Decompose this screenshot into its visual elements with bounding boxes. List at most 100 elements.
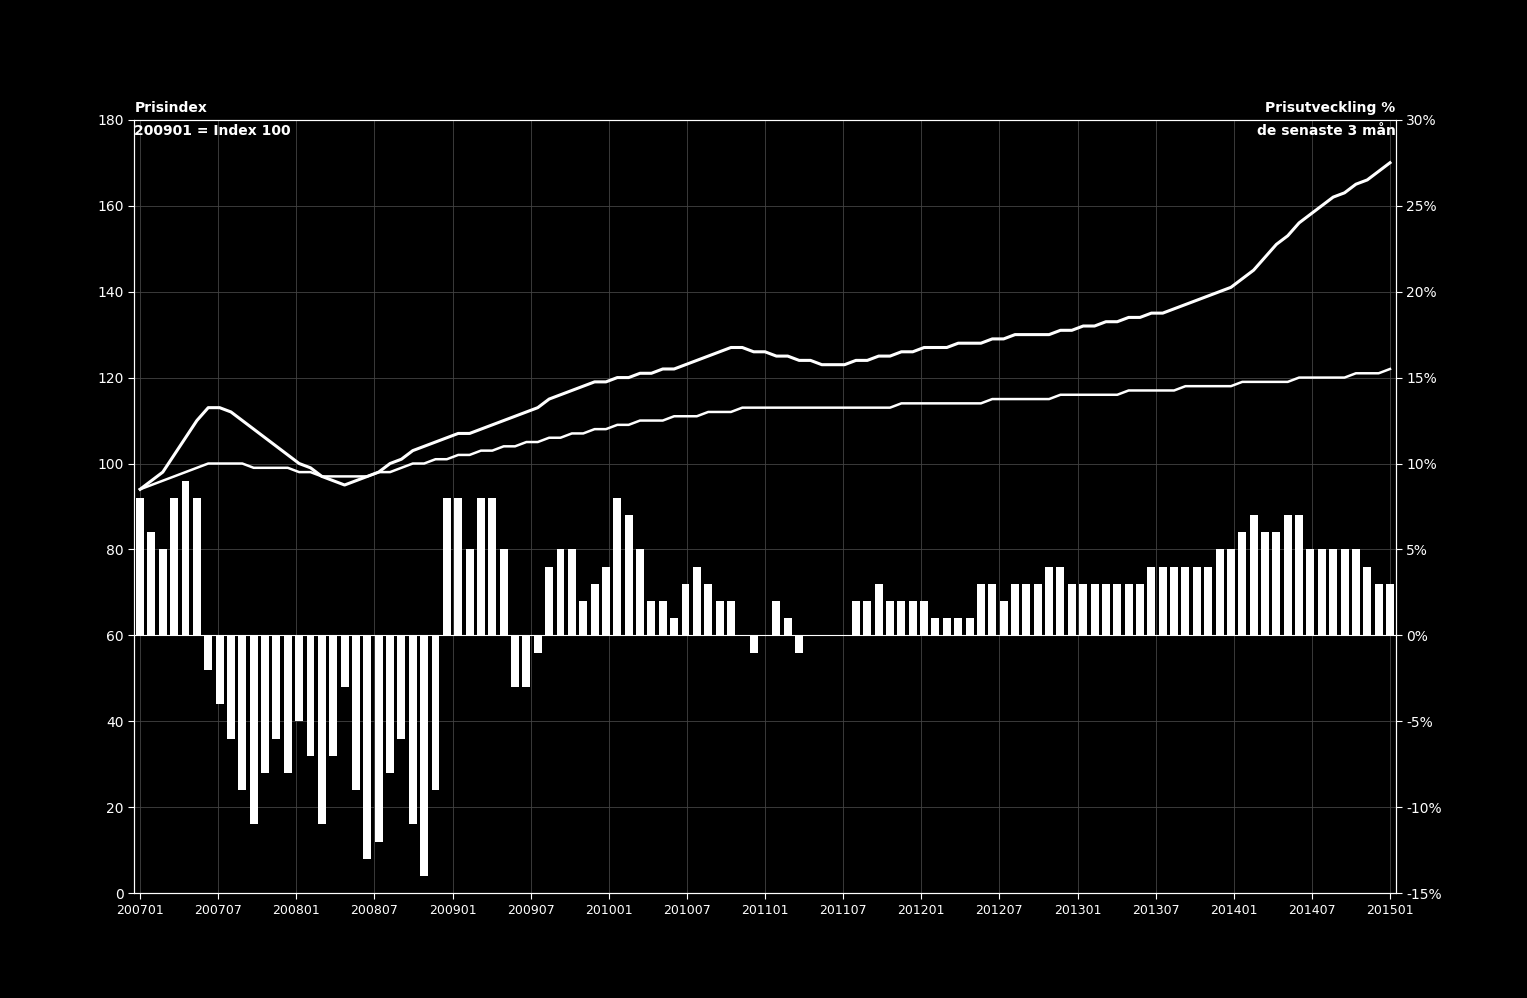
Bar [250, 636, 258, 824]
Bar [556, 550, 565, 636]
Bar [727, 601, 734, 636]
Bar [341, 636, 348, 687]
Bar [1364, 567, 1371, 636]
Bar [136, 498, 144, 636]
Bar [1136, 584, 1144, 636]
Bar [681, 584, 690, 636]
Bar [272, 636, 281, 739]
Bar [942, 618, 951, 636]
Bar [1205, 567, 1212, 636]
Bar [931, 618, 939, 636]
Text: BOSTADSRÄTTSPRISERNA HAR UTVECKLATS POSITIVT UNDER DE SENASTE 12 MÅNADERNA (+14%: BOSTADSRÄTTSPRISERNA HAR UTVECKLATS POSI… [279, 59, 1251, 79]
Bar [863, 601, 872, 636]
Bar [1170, 567, 1177, 636]
Bar [522, 636, 530, 687]
Bar [1090, 584, 1098, 636]
Bar [1318, 550, 1325, 636]
Bar [773, 601, 780, 636]
Bar [614, 498, 621, 636]
Bar [228, 636, 235, 739]
Bar [909, 601, 916, 636]
Bar [1238, 532, 1246, 636]
Bar [284, 636, 292, 772]
Bar [579, 601, 588, 636]
Bar [169, 498, 179, 636]
Bar [307, 636, 315, 755]
Bar [568, 550, 576, 636]
Bar [1307, 550, 1315, 636]
Bar [921, 601, 928, 636]
Bar [796, 636, 803, 653]
Bar [182, 481, 189, 636]
Bar [716, 601, 724, 636]
Bar [205, 636, 212, 670]
Bar [898, 601, 906, 636]
Bar [1147, 567, 1156, 636]
Bar [1193, 567, 1200, 636]
Bar [353, 636, 360, 790]
Bar [499, 550, 507, 636]
Text: de senaste 3 mån: de senaste 3 mån [1257, 124, 1396, 138]
Text: Prisindex: Prisindex [134, 101, 208, 115]
Bar [295, 636, 304, 722]
Bar [1102, 584, 1110, 636]
Bar [330, 636, 337, 755]
Bar [374, 636, 383, 841]
Text: 200901 = Index 100: 200901 = Index 100 [134, 124, 292, 138]
Bar [534, 636, 542, 653]
Bar [625, 515, 632, 636]
Bar [1284, 515, 1292, 636]
Bar [1387, 584, 1394, 636]
Bar [545, 567, 553, 636]
Bar [783, 618, 791, 636]
Bar [637, 550, 644, 636]
Bar [954, 618, 962, 636]
Bar [852, 601, 860, 636]
Bar [875, 584, 883, 636]
Bar [1080, 584, 1087, 636]
Bar [1044, 567, 1054, 636]
Bar [1215, 550, 1223, 636]
Bar [1057, 567, 1064, 636]
Bar [466, 550, 473, 636]
Bar [192, 498, 202, 636]
Bar [1374, 584, 1382, 636]
Bar [318, 636, 325, 824]
Bar [1034, 584, 1041, 636]
Bar [1295, 515, 1303, 636]
Bar [432, 636, 440, 790]
Bar [1023, 584, 1031, 636]
Bar [159, 550, 166, 636]
Bar [1226, 550, 1235, 636]
Bar [238, 636, 246, 790]
Bar [1351, 550, 1361, 636]
Bar [1067, 584, 1077, 636]
Bar [397, 636, 405, 739]
Text: Prisutveckling %: Prisutveckling % [1266, 101, 1396, 115]
Bar [977, 584, 985, 636]
Bar [988, 584, 996, 636]
Bar [1341, 550, 1348, 636]
Bar [148, 532, 156, 636]
Bar [489, 498, 496, 636]
Bar [215, 636, 223, 705]
Bar [1011, 584, 1019, 636]
Bar [591, 584, 599, 636]
Bar [386, 636, 394, 772]
Bar [647, 601, 655, 636]
Bar [670, 618, 678, 636]
Bar [750, 636, 757, 653]
Bar [1261, 532, 1269, 636]
Bar [261, 636, 269, 772]
Bar [658, 601, 667, 636]
Bar [704, 584, 712, 636]
Bar [1113, 584, 1121, 636]
Bar [1159, 567, 1167, 636]
Bar [602, 567, 609, 636]
Bar [409, 636, 417, 824]
Bar [886, 601, 893, 636]
Bar [1249, 515, 1258, 636]
Bar [693, 567, 701, 636]
Bar [420, 636, 428, 876]
Bar [512, 636, 519, 687]
